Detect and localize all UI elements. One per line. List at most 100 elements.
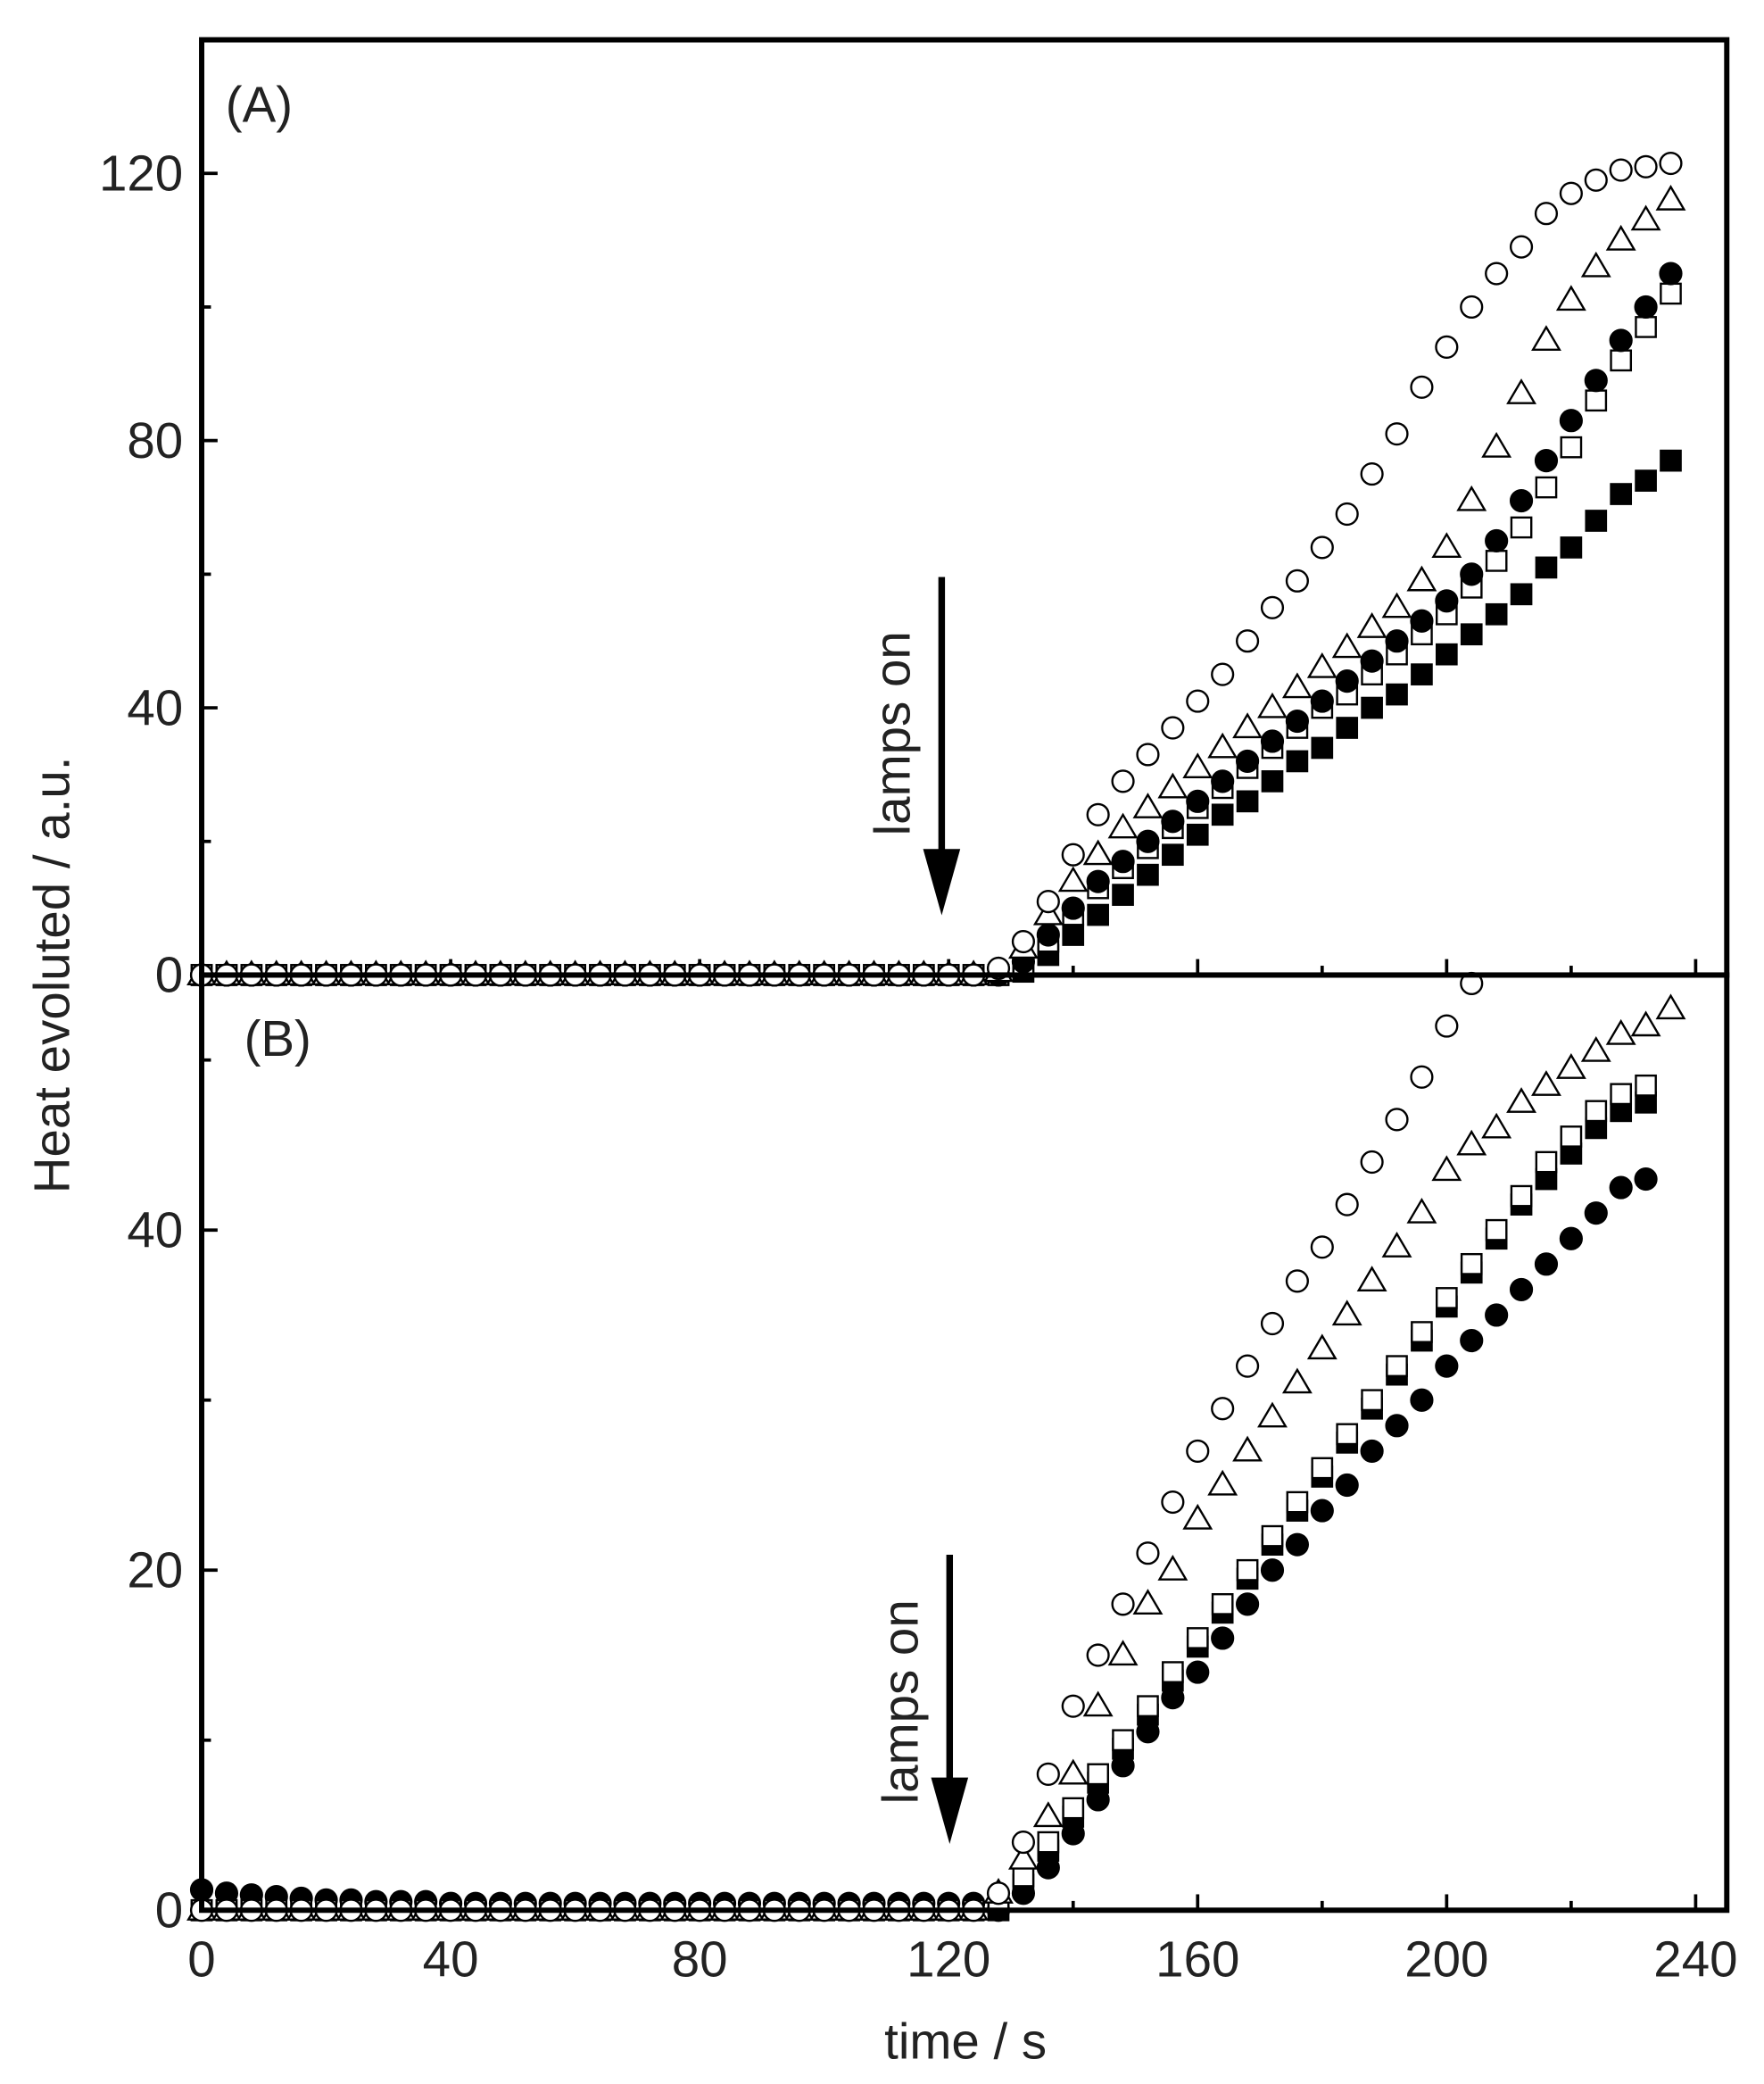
marker: [1381, 1232, 1412, 1258]
marker: [1360, 649, 1384, 673]
marker: [1655, 993, 1686, 1020]
marker: [1161, 810, 1185, 834]
marker: [1385, 1108, 1409, 1132]
marker: [1585, 510, 1608, 532]
marker: [1609, 1175, 1633, 1200]
marker: [1037, 1831, 1060, 1854]
marker: [1510, 516, 1533, 539]
marker: [1506, 378, 1536, 404]
marker: [1285, 1532, 1309, 1557]
marker: [1207, 1469, 1238, 1496]
marker: [1585, 1100, 1608, 1123]
marker: [1306, 652, 1337, 678]
marker: [1410, 1065, 1434, 1089]
marker: [1485, 1303, 1509, 1327]
marker: [1111, 1592, 1135, 1616]
marker: [1386, 1355, 1408, 1377]
marker: [1411, 663, 1433, 685]
x-tick-label: 120: [907, 1931, 990, 1988]
marker: [1257, 1401, 1288, 1428]
marker: [1062, 924, 1085, 946]
marker: [1485, 550, 1508, 572]
marker: [1659, 262, 1683, 286]
marker: [1356, 1266, 1387, 1291]
marker: [1186, 1627, 1209, 1649]
marker: [1236, 790, 1259, 813]
marker: [1285, 709, 1309, 734]
marker: [1087, 1763, 1109, 1786]
marker: [1634, 1167, 1658, 1191]
marker: [1186, 789, 1210, 813]
marker: [1157, 772, 1188, 799]
marker: [1534, 202, 1559, 226]
marker: [1534, 449, 1559, 473]
marker: [1335, 1473, 1359, 1498]
marker: [1481, 1112, 1512, 1139]
marker: [1236, 629, 1260, 653]
marker: [1605, 1018, 1636, 1045]
y-axis-label: Heat evoluted / a.u.: [23, 757, 79, 1194]
marker: [1410, 609, 1434, 633]
panel-label: (A): [226, 77, 293, 133]
marker: [1211, 769, 1235, 793]
marker: [1560, 1125, 1583, 1148]
marker: [1559, 409, 1583, 433]
marker: [1011, 929, 1036, 954]
marker: [1509, 1277, 1534, 1301]
x-tick-label: 40: [423, 1931, 479, 1988]
marker: [1361, 696, 1383, 719]
marker: [1630, 1010, 1661, 1037]
y-tick-label: 80: [127, 412, 183, 469]
marker: [1086, 869, 1110, 893]
marker: [1285, 569, 1309, 593]
marker: [1534, 1252, 1559, 1276]
marker: [1261, 770, 1284, 793]
marker: [1555, 285, 1586, 311]
marker: [1660, 282, 1682, 305]
marker: [1182, 1503, 1213, 1530]
marker: [1431, 1155, 1462, 1182]
marker: [1162, 1661, 1184, 1683]
y-tick-label: 0: [155, 1882, 183, 1939]
marker: [1531, 325, 1561, 351]
marker: [1535, 476, 1558, 499]
marker: [1635, 316, 1657, 338]
marker: [1285, 1269, 1309, 1293]
marker: [1361, 1389, 1383, 1412]
marker: [1610, 349, 1633, 372]
marker: [1435, 589, 1459, 613]
marker: [1136, 829, 1160, 853]
marker: [1535, 1150, 1558, 1174]
marker: [1531, 1070, 1561, 1096]
marker: [1360, 1439, 1384, 1463]
marker: [1311, 1457, 1334, 1480]
x-tick-label: 160: [1155, 1931, 1239, 1988]
marker: [1456, 485, 1487, 511]
marker: [1485, 262, 1509, 286]
marker: [1011, 1831, 1036, 1855]
marker: [1132, 793, 1164, 818]
marker: [1186, 1660, 1210, 1684]
marker: [1431, 532, 1462, 559]
marker: [1411, 1321, 1433, 1343]
y-tick-label: 20: [127, 1542, 183, 1598]
marker: [1406, 1197, 1437, 1224]
marker: [1310, 536, 1334, 560]
marker: [1032, 1801, 1064, 1828]
marker: [1634, 154, 1658, 179]
marker: [1555, 1053, 1586, 1079]
marker: [1111, 850, 1135, 874]
marker: [1260, 1311, 1285, 1336]
marker: [1485, 602, 1508, 626]
marker: [1061, 843, 1085, 867]
marker: [1335, 669, 1359, 693]
marker: [1057, 866, 1089, 893]
marker: [1136, 743, 1160, 767]
marker: [1410, 1388, 1434, 1412]
y-tick-label: 0: [155, 947, 183, 1003]
marker: [1061, 1694, 1085, 1718]
marker: [986, 1881, 1011, 1905]
marker: [1062, 1797, 1085, 1820]
marker: [1236, 1558, 1259, 1582]
